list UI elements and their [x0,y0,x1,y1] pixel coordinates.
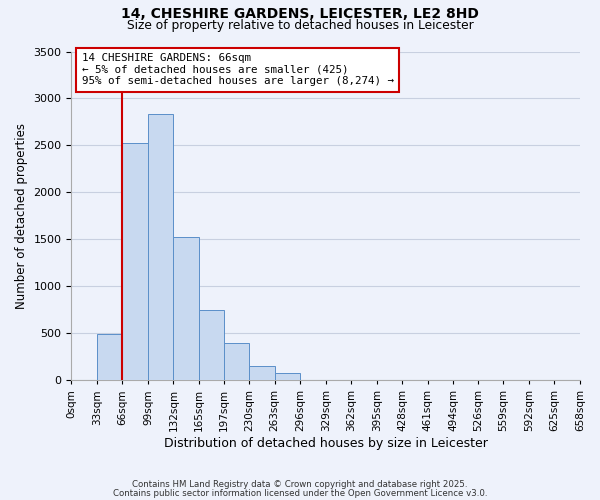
Bar [199,310,224,380]
Text: 14 CHESHIRE GARDENS: 66sqm
← 5% of detached houses are smaller (425)
95% of semi: 14 CHESHIRE GARDENS: 66sqm ← 5% of detac… [82,53,394,86]
Bar [97,334,122,380]
Text: Size of property relative to detached houses in Leicester: Size of property relative to detached ho… [127,19,473,32]
X-axis label: Distribution of detached houses by size in Leicester: Distribution of detached houses by size … [164,437,488,450]
Text: Contains HM Land Registry data © Crown copyright and database right 2025.: Contains HM Land Registry data © Crown c… [132,480,468,489]
Bar [148,114,173,380]
Bar [224,342,249,380]
Text: 14, CHESHIRE GARDENS, LEICESTER, LE2 8HD: 14, CHESHIRE GARDENS, LEICESTER, LE2 8HD [121,8,479,22]
Bar [122,142,148,380]
Bar [173,236,199,380]
Bar [275,373,300,380]
Y-axis label: Number of detached properties: Number of detached properties [15,123,28,309]
Bar [249,366,275,380]
Text: Contains public sector information licensed under the Open Government Licence v3: Contains public sector information licen… [113,488,487,498]
